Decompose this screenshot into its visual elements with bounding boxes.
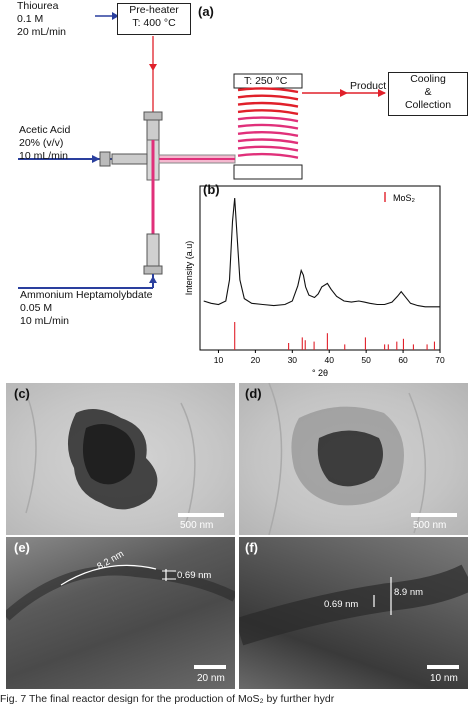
coil-turn (237, 131, 299, 137)
tem-image-e: 8.2 nm 0.69 nm 20 nm (6, 537, 235, 689)
x-tick-label: 30 (288, 355, 298, 365)
scale-bar (194, 665, 226, 669)
ammonium-conc: 0.05 M (20, 302, 53, 314)
panel-label-d: (d) (245, 386, 262, 401)
product-label: Product (350, 80, 387, 92)
fitting (143, 111, 163, 121)
panel-label-c: (c) (14, 386, 30, 401)
panel-label-b: (b) (203, 182, 220, 197)
flow-arrow (378, 89, 386, 97)
coil-turn (237, 109, 299, 116)
coil-turn (237, 145, 299, 152)
flow-arrow (149, 276, 157, 283)
x-tick-label: 50 (361, 355, 371, 365)
cooling-box: Cooling & Collection (388, 72, 468, 116)
x-tick-label: 40 (324, 355, 334, 365)
x-tick-label: 60 (398, 355, 408, 365)
scale-label-d: 500 nm (413, 520, 447, 531)
scale-label-e: 20 nm (197, 673, 225, 684)
fitting (111, 153, 148, 165)
annotation-f1: 0.69 nm (324, 599, 359, 610)
legend-label: MoS₂ (393, 193, 416, 203)
flow-arrow (112, 12, 119, 20)
x-tick-label: 20 (251, 355, 261, 365)
annotation-arc (60, 564, 157, 586)
coil-turn (237, 101, 299, 108)
scale-bar (411, 513, 457, 517)
fitting (146, 117, 160, 141)
panel-label-f: (f) (245, 540, 258, 555)
scale-bar (178, 513, 224, 517)
scale-label-f: 10 nm (430, 673, 458, 684)
cooling-line2: & (424, 86, 432, 98)
thiourea-name: Thiourea (17, 0, 59, 12)
preheater-line2: T: 400 °C (132, 17, 176, 29)
fitting (99, 151, 111, 167)
fitting (146, 233, 160, 269)
flow-arrow (340, 89, 348, 97)
thiourea-flow: 20 mL/min (17, 26, 67, 38)
ammonium-flow: 10 mL/min (20, 315, 70, 327)
tem-d-art (268, 383, 427, 535)
tem-image-c: 500 nm (6, 383, 235, 535)
cooling-line1: Cooling (410, 73, 446, 85)
xrd-chart: 10 20 30 40 50 60 70 ° 2θ Intensity (a.u) MoS₂ (184, 185, 445, 378)
acetic-conc: 20% (v/v) (19, 137, 64, 149)
heating-coil (237, 87, 299, 159)
coil-turn (237, 152, 299, 159)
xrd-series-line (203, 197, 440, 308)
panel-label-e: (e) (14, 540, 30, 555)
thiourea-conc: 0.1 M (17, 13, 44, 25)
x-tick-label: 70 (435, 355, 445, 365)
reactor-diagram (18, 12, 386, 190)
tem-e-art (6, 564, 235, 621)
coil-turn (237, 138, 299, 145)
y-axis-label: Intensity (a.u) (184, 241, 194, 296)
fitting (143, 265, 163, 275)
cooling-line3: Collection (404, 99, 452, 111)
tem-c-art (25, 392, 196, 524)
ammonium-name: Ammonium Heptamolybdate (20, 289, 153, 301)
tem-image-f: 0.69 nm 8.9 nm 10 nm (239, 537, 468, 689)
flow-arrow (149, 64, 157, 71)
ammonium-inlet (18, 188, 163, 289)
x-axis-label: ° 2θ (312, 368, 328, 378)
tem-image-d: 500 nm (239, 383, 468, 535)
coil-turn (237, 94, 299, 101)
acetic-flow: 10 mL/min (19, 150, 69, 162)
scale-bar (427, 665, 459, 669)
coil-turn (237, 87, 299, 94)
panel-label-a: (a) (198, 4, 214, 19)
scale-label-c: 500 nm (180, 520, 214, 531)
annotation-e2: 0.69 nm (177, 570, 212, 581)
annotation-f2: 8.9 nm (394, 587, 424, 598)
preheater-box: Pre-heater T: 400 °C (117, 3, 191, 35)
acetic-name: Acetic Acid (19, 124, 71, 136)
reactor-temp: T: 250 °C (244, 75, 288, 87)
coil-turn (237, 123, 299, 130)
figure-caption: Fig. 7 The final reactor design for the … (0, 693, 335, 705)
x-tick-label: 10 (214, 355, 224, 365)
preheater-line1: Pre-heater (129, 4, 179, 16)
flow-arrow (92, 155, 100, 163)
reactor-bottom-box (233, 164, 303, 180)
tem-f-art (239, 564, 468, 646)
coil-turn (237, 116, 299, 123)
plot-frame (199, 185, 441, 351)
